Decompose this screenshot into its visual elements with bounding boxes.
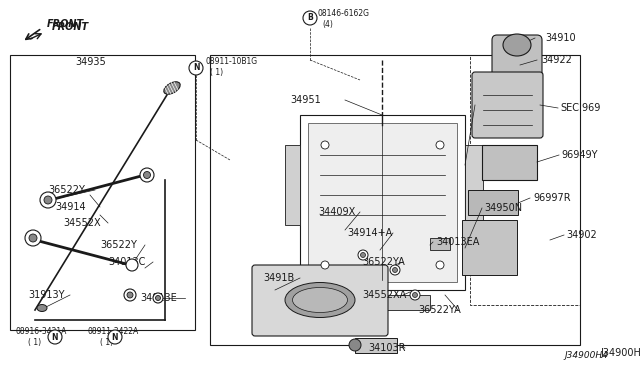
Text: 34951: 34951 — [290, 95, 321, 105]
Bar — [10, 55, 195, 330]
Text: 96949Y: 96949Y — [561, 150, 598, 160]
Text: ( 1): ( 1) — [100, 339, 113, 347]
Bar — [320, 295, 430, 310]
Text: 3491B: 3491B — [263, 273, 294, 283]
Circle shape — [29, 234, 37, 242]
Text: ( 1): ( 1) — [210, 68, 223, 77]
Text: 34552X: 34552X — [63, 218, 100, 228]
Text: 34910: 34910 — [545, 33, 575, 43]
Ellipse shape — [292, 288, 348, 312]
FancyBboxPatch shape — [492, 35, 542, 95]
Text: 34103R: 34103R — [368, 343, 406, 353]
Circle shape — [44, 196, 52, 204]
Text: 34552XA: 34552XA — [362, 290, 406, 300]
Text: 36522YA: 36522YA — [362, 257, 404, 267]
Text: 08916-3421A: 08916-3421A — [15, 327, 67, 337]
Text: ( 1): ( 1) — [28, 339, 41, 347]
Bar — [300, 115, 465, 290]
Text: 34914+A: 34914+A — [347, 228, 392, 238]
Text: 34950N: 34950N — [484, 203, 522, 213]
Text: 08146-6162G: 08146-6162G — [318, 9, 370, 17]
Text: 31913Y: 31913Y — [28, 290, 65, 300]
Circle shape — [189, 61, 203, 75]
Circle shape — [390, 265, 400, 275]
Ellipse shape — [503, 34, 531, 56]
Bar — [308, 123, 457, 282]
Bar — [465, 145, 483, 225]
Circle shape — [321, 141, 329, 149]
Text: N: N — [52, 333, 58, 341]
Text: 36522Y: 36522Y — [100, 240, 137, 250]
Text: 08911-10B1G: 08911-10B1G — [205, 58, 257, 67]
Text: 96997R: 96997R — [533, 193, 571, 203]
Circle shape — [127, 292, 133, 298]
Circle shape — [124, 289, 136, 301]
Text: 34409X: 34409X — [318, 207, 355, 217]
Circle shape — [436, 261, 444, 269]
FancyBboxPatch shape — [252, 265, 388, 336]
Circle shape — [156, 295, 161, 301]
Ellipse shape — [164, 82, 180, 94]
Text: FRONT: FRONT — [47, 19, 84, 29]
Text: (4): (4) — [322, 19, 333, 29]
Text: 36522YA: 36522YA — [418, 305, 461, 315]
Text: N: N — [193, 64, 199, 73]
Circle shape — [140, 168, 154, 182]
Text: J34900H4: J34900H4 — [600, 348, 640, 358]
Circle shape — [349, 339, 361, 351]
Circle shape — [436, 141, 444, 149]
Ellipse shape — [285, 282, 355, 317]
Circle shape — [48, 330, 62, 344]
Circle shape — [410, 290, 420, 300]
FancyBboxPatch shape — [472, 72, 543, 138]
Circle shape — [126, 259, 138, 271]
Text: FRONT: FRONT — [52, 22, 89, 32]
Circle shape — [392, 267, 397, 273]
Circle shape — [108, 330, 122, 344]
Circle shape — [358, 250, 368, 260]
Text: 34013EA: 34013EA — [436, 237, 479, 247]
Text: 34013C: 34013C — [108, 257, 145, 267]
Text: N: N — [112, 333, 118, 341]
Text: 34935: 34935 — [75, 57, 106, 67]
Text: 34902: 34902 — [566, 230, 596, 240]
Bar — [468, 190, 518, 215]
Bar — [470, 55, 580, 305]
Bar — [462, 220, 517, 275]
Circle shape — [153, 293, 163, 303]
Text: J34900H4: J34900H4 — [564, 350, 608, 359]
Circle shape — [25, 230, 41, 246]
Text: B: B — [307, 13, 313, 22]
Bar — [285, 145, 300, 225]
Text: 34914: 34914 — [55, 202, 86, 212]
Circle shape — [360, 253, 365, 257]
Text: 08911-3422A: 08911-3422A — [88, 327, 140, 337]
Ellipse shape — [37, 305, 47, 311]
Circle shape — [40, 192, 56, 208]
Bar — [355, 338, 397, 353]
Text: 34922: 34922 — [541, 55, 572, 65]
Circle shape — [303, 11, 317, 25]
Circle shape — [143, 171, 150, 179]
Bar — [482, 145, 537, 180]
Circle shape — [321, 261, 329, 269]
Circle shape — [413, 292, 417, 298]
Text: SEC.969: SEC.969 — [560, 103, 600, 113]
Bar — [430, 238, 450, 250]
Bar — [210, 55, 580, 345]
Text: 34013E: 34013E — [140, 293, 177, 303]
Text: 36522Y: 36522Y — [48, 185, 85, 195]
